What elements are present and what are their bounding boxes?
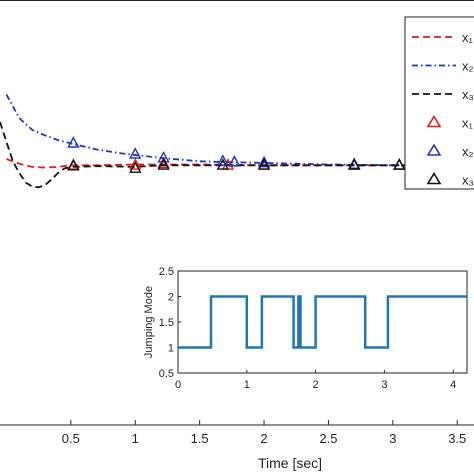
legend-label: x₂: [462, 59, 474, 74]
x-axis-title: Time [sec]: [258, 455, 322, 471]
series-marker-x2: [216, 154, 229, 166]
inset-background: [177, 270, 468, 374]
series-marker-x2: [67, 136, 80, 148]
series-marker-x1: [157, 156, 170, 169]
series-marker-x2: [129, 147, 142, 159]
main-x-tick-label: 2: [260, 431, 267, 446]
series-marker-x3: [348, 158, 361, 170]
inset-x-tick-label: 4: [450, 379, 456, 391]
inset-x-tick-label: 0: [175, 379, 181, 391]
inset-plot: 0 1 2 3 4 0.5 1 1.5 2 2.5 Jumping Mode: [143, 266, 468, 391]
main-x-tick-label: 3: [389, 431, 396, 446]
series-marker-x1: [129, 158, 142, 170]
inset-series-group: [178, 295, 467, 349]
series-marker-x2: [157, 151, 170, 163]
legend-marker-sample: [426, 171, 442, 185]
series-marker-x2: [228, 155, 241, 167]
inset-step-line: [178, 295, 467, 349]
main-series-group: [0, 93, 471, 189]
series-marker-x3: [257, 158, 271, 170]
legend: x₁ x₂ x₃ x₁ x₂ x₃: [404, 16, 474, 190]
legend-label: x₁: [462, 30, 474, 45]
main-x-ticks: 0.5 1 1.5 2 2.5 3 3.5: [62, 420, 466, 446]
series-marker-x3: [393, 158, 406, 170]
inset-x-tick-label: 2: [313, 379, 319, 391]
inset-y-tick-label: 0.5: [159, 368, 174, 380]
legend-marker-sample: [426, 143, 442, 156]
series-line-x2: [5, 93, 471, 167]
inset-y-axis-title: Jumping Mode: [143, 286, 155, 358]
series-marker-x3: [157, 158, 170, 170]
inset-y-tick-label: 2: [168, 292, 174, 304]
legend-label: x₃: [462, 87, 474, 102]
legend-box: [404, 16, 474, 190]
series-marker-x3: [129, 161, 142, 173]
legend-label: x₂: [462, 144, 474, 159]
inset-x-tick-label: 3: [381, 379, 387, 391]
inset-y-tick-label: 2.5: [159, 266, 174, 278]
legend-label: x₁: [462, 116, 474, 131]
inset-y-tick-label: 1: [168, 343, 174, 355]
legend-label: x₃: [462, 173, 474, 188]
inset-x-tick-label: 1: [244, 379, 250, 391]
main-x-tick-label: 3.5: [448, 431, 466, 446]
main-markers-group: [67, 136, 406, 173]
main-x-tick-label: 1: [132, 431, 139, 446]
series-marker-x3: [216, 158, 229, 170]
inset-y-tick-label: 1.5: [159, 317, 174, 329]
series-marker-x3: [67, 158, 80, 171]
main-x-tick-label: 0.5: [62, 431, 80, 446]
legend-entries: x₁ x₂ x₃ x₁ x₂ x₃: [412, 30, 474, 188]
series-marker-x2: [257, 155, 271, 168]
main-x-tick-label: 2.5: [319, 431, 337, 446]
legend-marker-sample: [426, 114, 442, 128]
series-line-x3: [0, 121, 471, 189]
main-x-tick-label: 1.5: [191, 431, 209, 446]
inset-ticks: 0 1 2 3 4 0.5 1 1.5 2 2.5: [159, 266, 457, 391]
